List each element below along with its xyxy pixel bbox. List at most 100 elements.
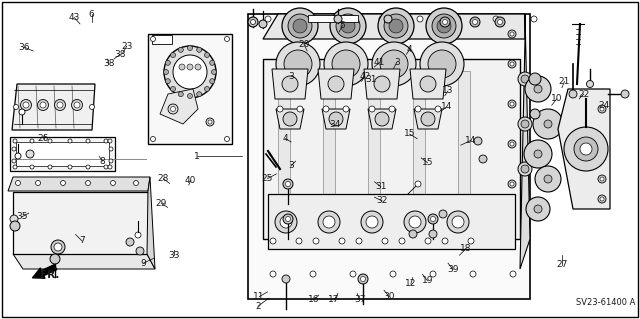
Circle shape	[179, 64, 185, 70]
Text: 6: 6	[89, 10, 94, 19]
Circle shape	[134, 181, 138, 186]
Circle shape	[318, 211, 340, 233]
Circle shape	[86, 181, 90, 186]
Text: FR.: FR.	[40, 270, 60, 280]
Text: 30: 30	[383, 292, 395, 301]
Circle shape	[195, 64, 201, 70]
Polygon shape	[414, 109, 442, 129]
Circle shape	[108, 165, 112, 169]
Circle shape	[20, 100, 31, 110]
Circle shape	[428, 50, 456, 78]
Text: SV23-61400 A: SV23-61400 A	[575, 298, 635, 307]
Text: 29: 29	[156, 199, 167, 208]
Circle shape	[600, 197, 604, 201]
Circle shape	[210, 60, 214, 65]
Circle shape	[510, 182, 514, 186]
Text: 16: 16	[308, 295, 319, 304]
Circle shape	[285, 182, 291, 187]
Text: 37: 37	[354, 295, 365, 304]
Circle shape	[431, 217, 435, 221]
Circle shape	[13, 165, 17, 169]
Circle shape	[426, 8, 462, 44]
Circle shape	[313, 238, 319, 244]
Circle shape	[535, 166, 561, 192]
Bar	[368, 71, 380, 231]
Text: 3: 3	[289, 72, 294, 81]
Circle shape	[452, 216, 464, 228]
Circle shape	[23, 102, 29, 108]
Text: 3: 3	[394, 58, 399, 67]
Circle shape	[439, 210, 447, 218]
Circle shape	[283, 214, 293, 224]
Text: 36: 36	[19, 43, 30, 52]
Text: 34: 34	[330, 120, 341, 129]
Circle shape	[324, 42, 368, 86]
Circle shape	[343, 106, 349, 112]
Polygon shape	[12, 84, 95, 130]
Circle shape	[204, 53, 209, 57]
Circle shape	[54, 243, 62, 251]
Bar	[413, 71, 425, 231]
Circle shape	[497, 19, 502, 25]
Circle shape	[179, 47, 183, 52]
Circle shape	[285, 217, 291, 221]
Text: 27: 27	[556, 260, 568, 269]
Circle shape	[447, 211, 469, 233]
Bar	[148, 34, 232, 144]
Text: 7: 7	[79, 236, 84, 245]
Text: 40: 40	[185, 176, 196, 185]
Circle shape	[518, 162, 532, 176]
Bar	[13, 192, 148, 254]
Text: 41: 41	[374, 58, 385, 67]
Circle shape	[510, 102, 514, 106]
Circle shape	[341, 19, 355, 33]
Circle shape	[415, 181, 421, 187]
Circle shape	[425, 238, 431, 244]
Circle shape	[277, 106, 283, 112]
Text: 43: 43	[68, 13, 80, 22]
Bar	[10, 137, 115, 171]
Circle shape	[428, 214, 438, 224]
Bar	[152, 35, 172, 44]
Circle shape	[72, 100, 83, 110]
Circle shape	[150, 137, 156, 142]
Text: 20: 20	[298, 40, 310, 49]
Circle shape	[430, 271, 436, 277]
Polygon shape	[263, 14, 525, 39]
Circle shape	[429, 230, 437, 238]
Circle shape	[525, 76, 551, 102]
Circle shape	[164, 46, 216, 98]
Circle shape	[35, 181, 40, 186]
Circle shape	[533, 109, 563, 139]
Circle shape	[288, 14, 312, 38]
Text: 10: 10	[551, 94, 563, 103]
Circle shape	[366, 216, 378, 228]
Polygon shape	[276, 109, 304, 129]
Text: 21: 21	[559, 77, 570, 86]
Circle shape	[510, 142, 514, 146]
Circle shape	[332, 50, 360, 78]
Circle shape	[86, 139, 90, 143]
Circle shape	[135, 232, 141, 238]
Circle shape	[350, 271, 356, 277]
Circle shape	[524, 140, 552, 168]
Circle shape	[126, 238, 134, 246]
Circle shape	[136, 247, 144, 255]
Circle shape	[111, 181, 115, 186]
Circle shape	[283, 112, 297, 126]
Circle shape	[374, 76, 390, 92]
Circle shape	[378, 8, 414, 44]
Circle shape	[40, 102, 46, 108]
Circle shape	[526, 197, 550, 221]
Polygon shape	[520, 14, 530, 269]
Circle shape	[384, 14, 408, 38]
Circle shape	[544, 175, 552, 183]
Circle shape	[600, 177, 604, 181]
Circle shape	[600, 107, 604, 111]
Circle shape	[564, 127, 608, 171]
Circle shape	[382, 238, 388, 244]
Circle shape	[435, 106, 441, 112]
Circle shape	[54, 100, 65, 110]
Circle shape	[598, 195, 606, 203]
Polygon shape	[318, 69, 354, 99]
